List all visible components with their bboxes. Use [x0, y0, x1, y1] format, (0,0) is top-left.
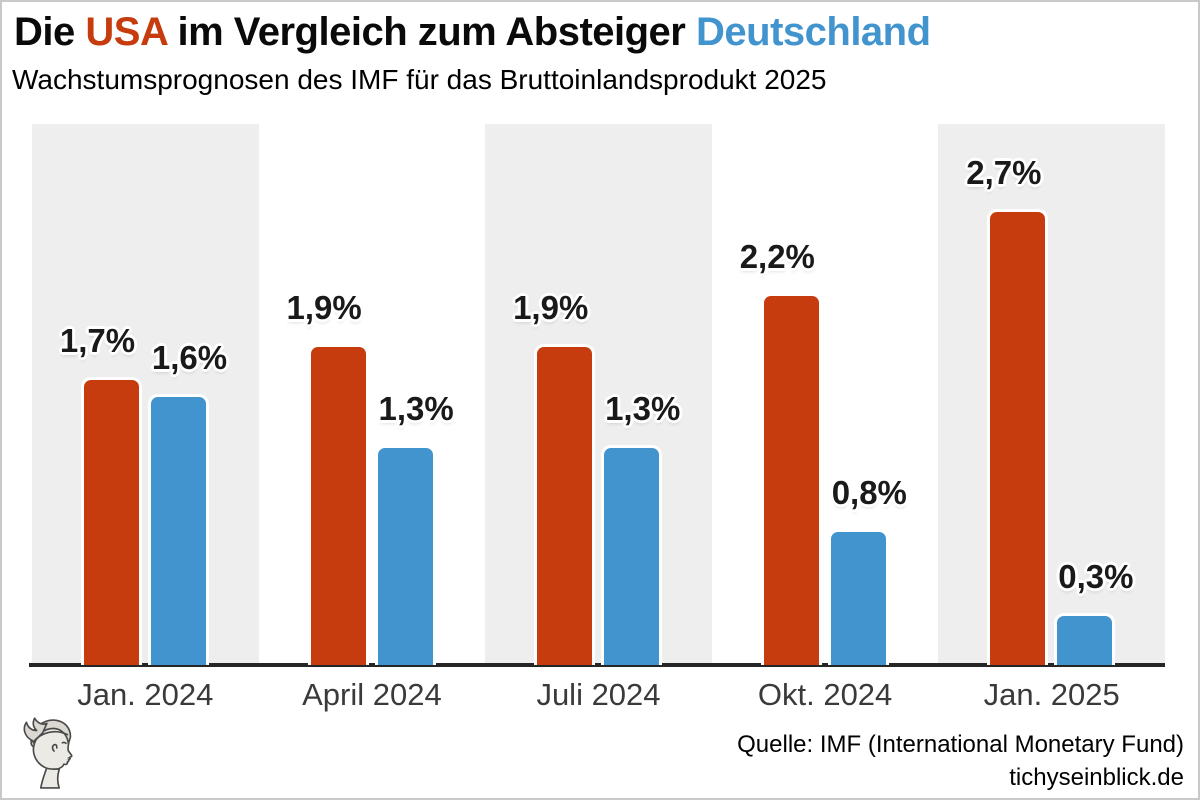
source-line2: tichyseinblick.de — [1009, 764, 1184, 791]
value-label-usa: 2,2% — [739, 238, 815, 276]
value-label-usa: 2,7% — [966, 154, 1042, 192]
source-note: Quelle: IMF (International Monetary Fund… — [737, 728, 1184, 794]
value-label-usa: 1,9% — [286, 288, 362, 326]
hermes-profile-logo — [23, 717, 73, 789]
title-part2: im Vergleich zum Absteiger — [177, 10, 686, 54]
value-label-usa: 1,7% — [59, 322, 136, 360]
bar-chart: 1,7% 1,6% Jan. 2024 1,9% 1,3% April 2024 1,9% 1… — [29, 124, 1165, 712]
bar-deutschland — [601, 444, 663, 665]
background-stripe — [485, 124, 712, 665]
value-label-usa: 1,9% — [513, 288, 589, 326]
background-stripe — [32, 124, 259, 665]
bar-deutschland — [1054, 612, 1116, 665]
category-label: Okt. 2024 — [757, 677, 893, 712]
page-subtitle: Wachstumsprognosen des IMF für das Brutt… — [12, 64, 827, 95]
page-title: Die USA im Vergleich zum Absteiger Deuts… — [14, 10, 931, 55]
bar-deutschland — [148, 394, 209, 665]
value-label-deutschland: 1,3% — [378, 389, 454, 427]
background-stripe — [938, 124, 1165, 665]
bar-usa — [81, 377, 142, 665]
value-label-deutschland: 1,3% — [605, 389, 681, 427]
title-deutschland-highlight: Deutschland — [696, 10, 931, 54]
value-label-deutschland: 0,8% — [831, 473, 907, 511]
title-part1: Die — [14, 10, 75, 54]
bar-usa — [987, 209, 1049, 665]
bar-usa — [534, 343, 596, 665]
value-label-deutschland: 1,6% — [151, 339, 228, 377]
value-label-deutschland: 0,3% — [1058, 557, 1134, 595]
bar-usa — [760, 293, 822, 665]
category-label: Jan. 2024 — [77, 677, 214, 712]
source-line1: Quelle: IMF (International Monetary Fund… — [737, 731, 1184, 758]
category-label: April 2024 — [302, 677, 442, 712]
bar-deutschland — [374, 444, 436, 665]
title-usa-highlight: USA — [85, 10, 167, 54]
bar-usa — [307, 343, 369, 665]
bar-deutschland — [827, 528, 889, 665]
x-axis-line — [29, 663, 1165, 667]
category-label: Juli 2024 — [536, 677, 661, 712]
category-label: Jan. 2025 — [983, 677, 1120, 712]
